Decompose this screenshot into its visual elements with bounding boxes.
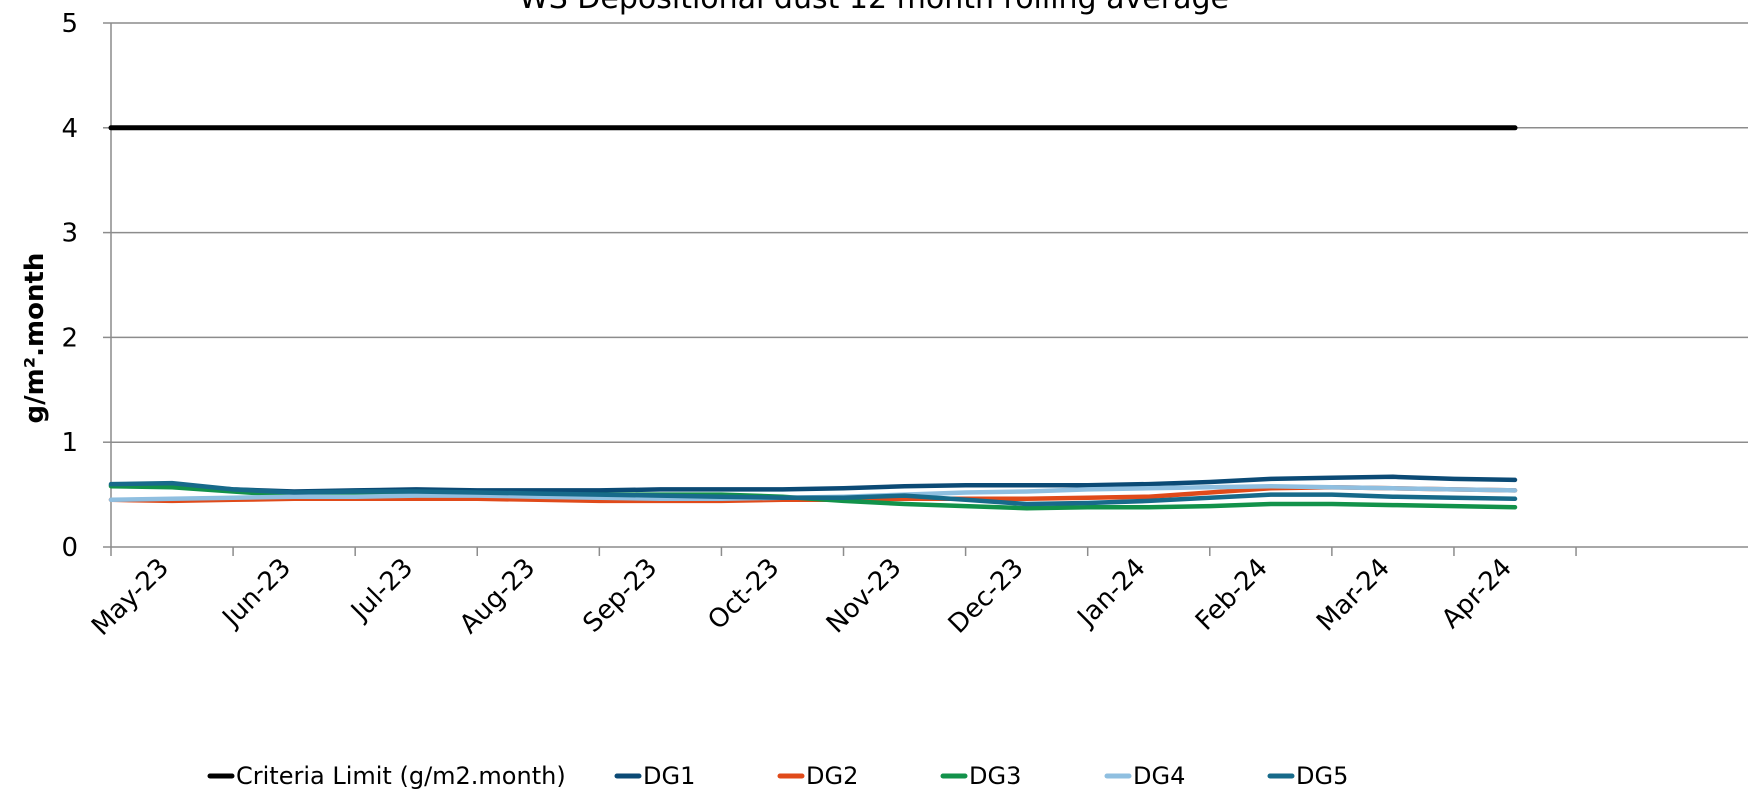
axes	[103, 22, 1748, 556]
series-lines	[108, 125, 1518, 511]
x-tick-label: Mar-24	[1311, 553, 1396, 638]
x-tick-label: Nov-23	[821, 553, 908, 640]
legend-label: DG1	[643, 762, 695, 790]
y-axis-label: g/m².month	[20, 253, 50, 424]
legend-label: DG3	[969, 762, 1021, 790]
chart-title: WS Depositional dust 12 month rolling av…	[519, 0, 1229, 16]
y-tick-labels: 0 1 2 3 4 5	[61, 9, 78, 563]
y-tick-label: 2	[61, 323, 78, 353]
legend-label: Criteria Limit (g/m2.month)	[236, 762, 566, 790]
y-tick-label: 4	[61, 114, 78, 144]
x-tick-label: Dec-23	[943, 553, 1030, 640]
grid-lines	[111, 22, 1748, 443]
legend-label: DG5	[1296, 762, 1348, 790]
y-tick-label: 5	[61, 9, 78, 39]
y-tick-label: 0	[61, 533, 78, 563]
legend: Criteria Limit (g/m2.month) DG1 DG2 DG3 DG4 D…	[207, 762, 1348, 790]
x-tick-labels: May-23 Jun-23 Jul-23 Aug-23 Sep-23 Oct-23 Nov-…	[86, 553, 1518, 642]
x-tick-label: Jul-23	[344, 553, 419, 628]
y-tick-label: 3	[61, 219, 78, 249]
x-tick-label: Oct-23	[702, 553, 785, 636]
legend-label: DG4	[1133, 762, 1185, 790]
y-tick-label: 1	[61, 428, 78, 458]
x-tick-label: Aug-23	[454, 553, 541, 640]
x-tick-label: Feb-24	[1190, 553, 1274, 637]
series-line-dg5	[108, 480, 1518, 507]
x-tick-label: Jan-24	[1071, 553, 1152, 634]
x-tick-label: May-23	[86, 553, 175, 642]
x-tick-label: Jun-23	[216, 553, 297, 634]
legend-label: DG2	[806, 762, 858, 790]
x-tick-label: Sep-23	[577, 553, 663, 639]
x-tick-label: Apr-24	[1436, 553, 1518, 635]
